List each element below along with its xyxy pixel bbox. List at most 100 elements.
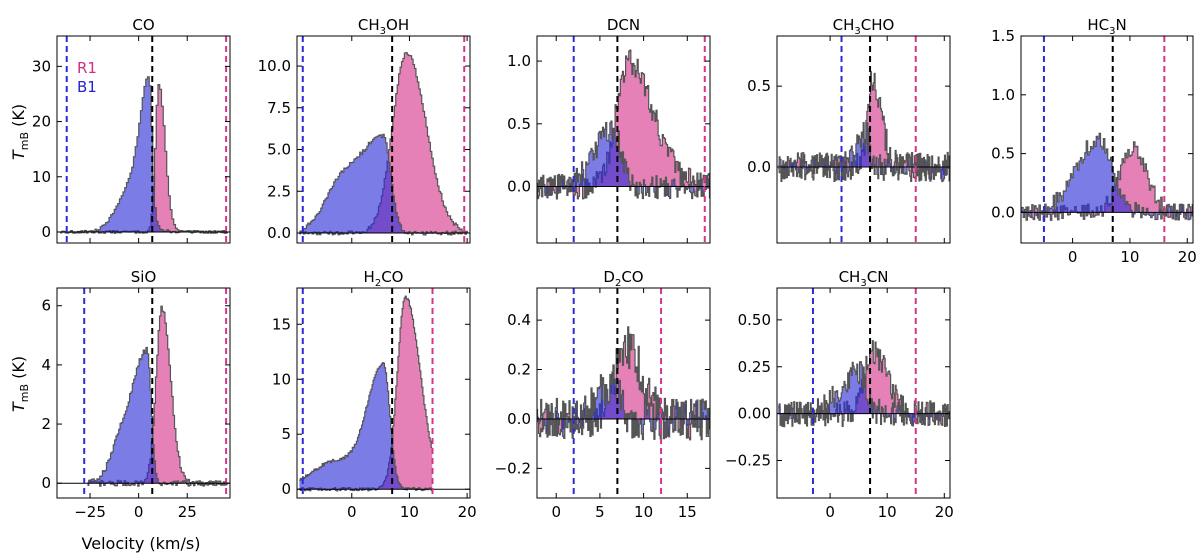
- ytick-label-hc3n: 1.0: [991, 86, 1015, 104]
- axes-frame-h2co: [296, 287, 471, 499]
- legend-entry-r1: R1: [77, 59, 97, 77]
- plot-area-h2co: [297, 288, 470, 498]
- xtick-label-hc3n: 0: [1068, 248, 1078, 266]
- panel-ch3cn: −0.25 0.00 0.25 0.50 0 10 20 CH3CN: [725, 268, 954, 521]
- xtick-label-sio: −25: [74, 503, 106, 521]
- plot-area-d2co: [537, 288, 710, 498]
- ytick-label-sio: 0: [41, 474, 51, 492]
- series-r1-area-sio: [87, 306, 228, 487]
- series-r1-area-hc3n: [1021, 141, 1193, 221]
- panel-hc3n: 0.0 0.5 1.0 1.5 0 10 20 HC3N: [991, 16, 1197, 266]
- ytick-label-ch3cn: −0.25: [725, 452, 771, 470]
- ytick-label-hc3n: 0.0: [991, 203, 1015, 221]
- panel-title-h2co: H2CO: [364, 268, 404, 289]
- xtick-label-h2co: 0: [347, 503, 357, 521]
- ytick-label-ch3cn: 0.25: [738, 358, 771, 376]
- plot-area-dcn: [537, 36, 710, 243]
- ytick-label-d2co: 0.4: [507, 311, 531, 329]
- ytick-label-co: 30: [32, 57, 51, 75]
- ytick-label-dcn: 1.0: [507, 52, 531, 70]
- xtick-label-h2co: 20: [458, 503, 477, 521]
- panel-title-ch3oh: CH3OH: [358, 16, 409, 37]
- series-b1-area-ch3oh: [299, 134, 468, 235]
- ytick-label-ch3oh: 5.0: [267, 141, 291, 159]
- axes-frame-ch3cn: [776, 287, 951, 499]
- ytick-label-ch3oh: 0.0: [267, 224, 291, 242]
- panel-title-d2co: D2CO: [603, 268, 643, 289]
- axes-frame-sio: [56, 287, 231, 499]
- xtick-label-ch3cn: 20: [935, 503, 954, 521]
- ytick-label-ch3oh: 10.0: [258, 57, 291, 75]
- ytick-label-h2co: 5: [281, 425, 291, 443]
- ytick-label-hc3n: 0.5: [991, 145, 1015, 163]
- series-r1-area-dcn: [537, 50, 710, 199]
- ytick-label-ch3cho: 0.5: [747, 77, 771, 95]
- xtick-label-hc3n: 10: [1120, 248, 1139, 266]
- ytick-label-ch3oh: 7.5: [267, 99, 291, 117]
- series-b1-area-hc3n: [1021, 133, 1193, 220]
- ytick-label-sio: 2: [41, 415, 51, 433]
- series-r1-area-ch3oh: [299, 52, 468, 235]
- ytick-label-ch3cn: 0.50: [738, 311, 771, 329]
- panel-ch3cho: 0.0 0.5 CH3CHO: [747, 16, 951, 244]
- panel-dcn: 0.0 0.5 1.0 DCN: [507, 16, 711, 244]
- xtick-label-d2co: 15: [678, 503, 697, 521]
- ytick-label-dcn: 0.0: [507, 178, 531, 196]
- plot-area-ch3cho: [777, 36, 950, 243]
- plot-area-hc3n: [1021, 36, 1193, 243]
- series-b1-line-d2co: [537, 365, 710, 441]
- series-b1-line-dcn: [537, 120, 710, 200]
- xtick-label-hc3n: 20: [1178, 248, 1197, 266]
- plot-area-ch3cn: [777, 288, 950, 498]
- panel-title-hc3n: HC3N: [1087, 16, 1126, 37]
- panels-layer: 0102030CO0.02.55.07.510.0CH3OH0.00.51.0D…: [32, 16, 1197, 521]
- xtick-label-sio: 25: [178, 503, 197, 521]
- series-b1-area-co: [60, 76, 228, 234]
- series-b1-line-h2co: [299, 362, 433, 492]
- ytick-label-h2co: 10: [272, 370, 291, 388]
- ytick-label-h2co: 15: [272, 315, 291, 333]
- xtick-label-h2co: 10: [400, 503, 419, 521]
- axes-frame-ch3oh: [296, 35, 471, 244]
- x-axis-label: Velocity (km/s): [82, 534, 201, 553]
- panel-title-dcn: DCN: [607, 16, 640, 34]
- panel-title-sio: SiO: [131, 268, 157, 286]
- xtick-label-ch3cn: 10: [878, 503, 897, 521]
- ytick-label-sio: 6: [41, 297, 51, 315]
- ytick-label-sio: 4: [41, 356, 51, 374]
- ytick-label-co: 10: [32, 168, 51, 186]
- plot-area-co: [57, 36, 230, 243]
- xtick-label-d2co: 0: [551, 503, 561, 521]
- series-b1-area-sio: [87, 347, 228, 487]
- series-b1-line-ch3cn: [778, 361, 950, 428]
- series-b1-line-sio: [87, 346, 228, 487]
- axes-frame-hc3n: [1020, 35, 1194, 244]
- ytick-label-dcn: 0.5: [507, 115, 531, 133]
- ytick-label-ch3cn: 0.00: [738, 405, 771, 423]
- axes-frame-d2co: [536, 287, 711, 499]
- panel-d2co: −0.2 0.0 0.2 0.4 0 5 10 15 D2CO: [495, 268, 711, 521]
- axes-frame-ch3cho: [776, 35, 951, 244]
- ytick-label-d2co: 0.2: [507, 361, 531, 379]
- axes-frame-co: [56, 35, 231, 244]
- plot-area-sio: [57, 288, 230, 498]
- panel-title-ch3cn: CH3CN: [839, 268, 889, 289]
- legend: R1 B1: [77, 59, 97, 96]
- axes-frame-dcn: [536, 35, 711, 244]
- panel-co: 0 10 20 30 CO: [32, 16, 231, 244]
- ytick-label-ch3oh: 2.5: [267, 182, 291, 200]
- panel-h2co: 0 5 10 15 0 10 20 H2CO: [272, 268, 477, 521]
- plot-area-ch3oh: [297, 36, 470, 243]
- series-b1-line-ch3cho: [778, 121, 950, 183]
- panel-title-co: CO: [132, 16, 154, 34]
- ytick-label-h2co: 0: [281, 480, 291, 498]
- ytick-label-co: 20: [32, 113, 51, 131]
- ytick-label-hc3n: 1.5: [991, 27, 1015, 45]
- ytick-label-d2co: −0.2: [495, 459, 531, 477]
- xtick-label-d2co: 10: [634, 503, 653, 521]
- y-axis-label-bottom: TmB (K): [9, 356, 31, 412]
- xtick-label-d2co: 5: [595, 503, 605, 521]
- ytick-label-d2co: 0.0: [507, 410, 531, 428]
- panel-title-ch3cho: CH3CHO: [833, 16, 895, 37]
